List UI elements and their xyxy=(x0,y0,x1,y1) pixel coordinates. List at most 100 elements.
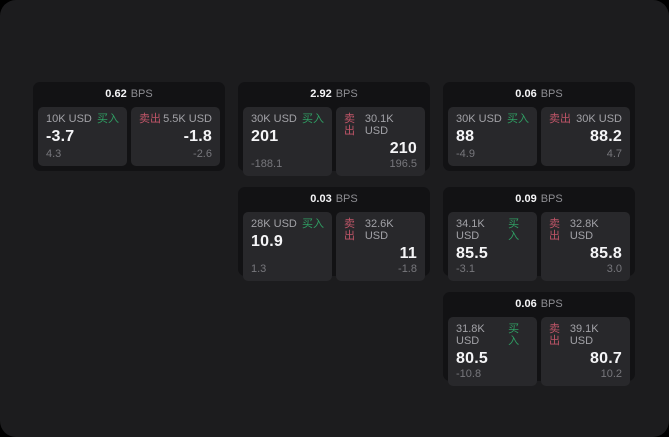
buy-price: 201 xyxy=(251,128,279,146)
buy-panel-header: 10K USD 买入 xyxy=(46,113,119,125)
spread-header: 0.03 BPS xyxy=(238,187,430,212)
sell-sub-value: -2.6 xyxy=(193,147,212,160)
sell-side-label: 卖出 xyxy=(549,323,560,348)
buy-quote-panel[interactable]: 28K USD 买入 10.9 1.3 xyxy=(243,212,332,281)
bps-unit-label: BPS xyxy=(335,193,358,205)
quote-panels: 30K USD 买入 88 -4.9 卖出 30K USD 88.2 4.7 xyxy=(443,107,635,171)
sell-quote-panel[interactable]: 卖出 30.1K USD 210 196.5 xyxy=(336,107,425,176)
buy-amount: 30K USD xyxy=(251,113,297,125)
buy-side-label: 买入 xyxy=(302,218,324,230)
bps-unit-label: BPS xyxy=(335,88,358,100)
buy-side-label: 买入 xyxy=(508,323,520,348)
buy-price: 88 xyxy=(456,128,475,146)
sell-sub-value: 10.2 xyxy=(600,367,622,380)
spread-value: 0.62 xyxy=(105,88,127,100)
bps-unit-label: BPS xyxy=(540,193,563,205)
buy-side-label: 买入 xyxy=(97,113,119,125)
buy-amount: 31.8K USD xyxy=(456,323,485,348)
buy-amount: 28K USD xyxy=(251,218,297,230)
quote-card: 0.09 BPS 34.1K USD 买入 85.5 -3.1 卖出 32.8K… xyxy=(443,187,635,281)
sell-amount: 30.1K USD xyxy=(364,113,394,138)
sell-amount: 5.5K USD xyxy=(163,113,212,125)
buy-quote-panel[interactable]: 30K USD 买入 88 -4.9 xyxy=(448,107,537,166)
sell-price: 85.8 xyxy=(590,245,622,263)
spread-header: 2.92 BPS xyxy=(238,82,430,107)
spread-value: 2.92 xyxy=(310,88,332,100)
bps-unit-label: BPS xyxy=(540,298,563,310)
sell-panel-header: 卖出 32.8K USD xyxy=(549,218,622,242)
quote-panels: 10K USD 买入 -3.7 4.3 卖出 5.5K USD -1.8 -2.… xyxy=(33,107,225,171)
sell-quote-panel[interactable]: 卖出 5.5K USD -1.8 -2.6 xyxy=(131,107,220,166)
sell-quote-panel[interactable]: 卖出 39.1K USD 80.7 10.2 xyxy=(541,317,630,386)
spread-value: 0.09 xyxy=(515,193,537,205)
sell-quote-panel[interactable]: 卖出 32.6K USD 11 -1.8 xyxy=(336,212,425,281)
sell-panel-header: 卖出 32.6K USD xyxy=(344,218,417,242)
spread-value: 0.06 xyxy=(515,88,537,100)
spread-value: 0.06 xyxy=(515,298,537,310)
quote-card: 2.92 BPS 30K USD 买入 201 -188.1 卖出 30.1K … xyxy=(238,82,430,176)
sell-quote-panel[interactable]: 卖出 32.8K USD 85.8 3.0 xyxy=(541,212,630,281)
sell-panel-header: 卖出 30.1K USD xyxy=(344,113,417,137)
buy-side-label: 买入 xyxy=(507,113,529,125)
sell-price: 88.2 xyxy=(590,128,622,146)
buy-sub-value: 1.3 xyxy=(251,262,267,275)
sell-amount: 30K USD xyxy=(576,113,622,125)
buy-side-label: 买入 xyxy=(302,113,324,125)
buy-panel-header: 31.8K USD 买入 xyxy=(456,323,529,347)
sell-panel-header: 卖出 39.1K USD xyxy=(549,323,622,347)
buy-price: 10.9 xyxy=(251,233,283,251)
buy-quote-panel[interactable]: 31.8K USD 买入 80.5 -10.8 xyxy=(448,317,537,386)
buy-panel-header: 30K USD 买入 xyxy=(456,113,529,125)
buy-quote-panel[interactable]: 10K USD 买入 -3.7 4.3 xyxy=(38,107,127,166)
spread-header: 0.09 BPS xyxy=(443,187,635,212)
bps-unit-label: BPS xyxy=(540,88,563,100)
sell-price: 210 xyxy=(389,140,417,158)
buy-quote-panel[interactable]: 30K USD 买入 201 -188.1 xyxy=(243,107,332,176)
buy-quote-panel[interactable]: 34.1K USD 买入 85.5 -3.1 xyxy=(448,212,537,281)
quote-panels: 30K USD 买入 201 -188.1 卖出 30.1K USD 210 1… xyxy=(238,107,430,181)
sell-side-label: 卖出 xyxy=(344,113,355,138)
sell-panel-header: 卖出 5.5K USD xyxy=(139,113,212,125)
buy-sub-value: -10.8 xyxy=(456,367,482,380)
sell-amount: 32.8K USD xyxy=(569,218,599,243)
quote-card: 0.03 BPS 28K USD 买入 10.9 1.3 卖出 32.6K US… xyxy=(238,187,430,281)
sell-side-label: 卖出 xyxy=(139,113,161,125)
sell-side-label: 卖出 xyxy=(549,113,571,125)
quote-panels: 34.1K USD 买入 85.5 -3.1 卖出 32.8K USD 85.8… xyxy=(443,212,635,286)
buy-amount: 10K USD xyxy=(46,113,92,125)
buy-sub-value: 4.3 xyxy=(46,147,62,160)
buy-price: -3.7 xyxy=(46,128,75,146)
sell-sub-value: 4.7 xyxy=(606,147,622,160)
buy-panel-header: 30K USD 买入 xyxy=(251,113,324,125)
quote-panels: 31.8K USD 买入 80.5 -10.8 卖出 39.1K USD 80.… xyxy=(443,317,635,391)
buy-price: 80.5 xyxy=(456,350,488,368)
buy-price: 85.5 xyxy=(456,245,488,263)
buy-amount: 34.1K USD xyxy=(456,218,485,243)
quote-card: 0.62 BPS 10K USD 买入 -3.7 4.3 卖出 5.5K USD xyxy=(33,82,225,171)
sell-amount: 39.1K USD xyxy=(569,323,599,348)
sell-sub-value: -1.8 xyxy=(398,262,417,275)
sell-price: 80.7 xyxy=(590,350,622,368)
sell-side-label: 卖出 xyxy=(549,218,560,243)
quote-card: 0.06 BPS 31.8K USD 买入 80.5 -10.8 卖出 39.1… xyxy=(443,292,635,386)
spread-header: 0.06 BPS xyxy=(443,82,635,107)
bps-unit-label: BPS xyxy=(130,88,153,100)
spread-header: 0.62 BPS xyxy=(33,82,225,107)
buy-sub-value: -188.1 xyxy=(251,157,283,170)
buy-side-label: 买入 xyxy=(508,218,520,243)
buy-amount: 30K USD xyxy=(456,113,502,125)
sell-amount: 32.6K USD xyxy=(364,218,394,243)
quote-grid: 0.62 BPS 10K USD 买入 -3.7 4.3 卖出 5.5K USD xyxy=(33,82,635,386)
sell-quote-panel[interactable]: 卖出 30K USD 88.2 4.7 xyxy=(541,107,630,166)
buy-sub-value: -3.1 xyxy=(456,262,475,275)
sell-price: 11 xyxy=(399,245,417,263)
sell-panel-header: 卖出 30K USD xyxy=(549,113,622,125)
sell-side-label: 卖出 xyxy=(344,218,355,243)
quote-card: 0.06 BPS 30K USD 买入 88 -4.9 卖出 30K USD xyxy=(443,82,635,171)
quote-panels: 28K USD 买入 10.9 1.3 卖出 32.6K USD 11 -1.8 xyxy=(238,212,430,286)
sell-sub-value: 196.5 xyxy=(389,157,417,170)
spread-header: 0.06 BPS xyxy=(443,292,635,317)
buy-panel-header: 28K USD 买入 xyxy=(251,218,324,230)
sell-price: -1.8 xyxy=(183,128,212,146)
